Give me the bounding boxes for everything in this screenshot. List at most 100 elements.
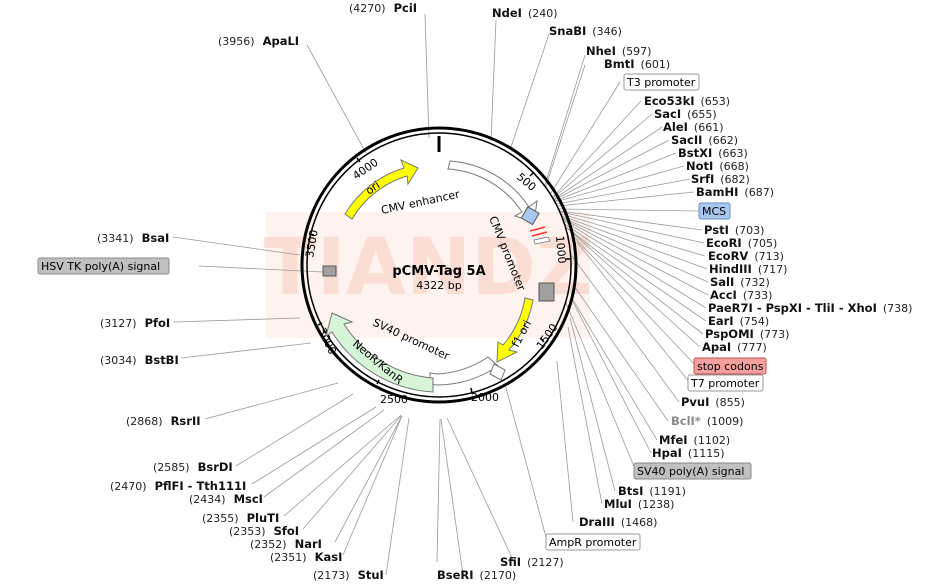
svg-text:SnaBI(346): SnaBI (346): [549, 24, 622, 38]
site-hindiii-pos: (717): [758, 263, 788, 276]
tick-3500: 3500: [303, 229, 321, 259]
site-bstxi-name: BstXI: [678, 146, 712, 160]
site-eari-pos: (754): [740, 315, 770, 328]
site-acci-name: AccI: [710, 288, 737, 302]
svg-text:SrfI(682): SrfI (682): [691, 172, 750, 186]
site-kasi-pos: (2351): [270, 551, 307, 564]
svg-text:NdeI(240): NdeI (240): [492, 6, 558, 20]
svg-text:NheI(597): NheI (597): [586, 44, 651, 58]
site-acci-pos: (733): [743, 289, 773, 302]
site-apai-name: ApaI: [702, 340, 731, 354]
site-bsrdi-name: BsrDI: [198, 460, 233, 474]
site-sacii-name: SacII: [671, 133, 702, 147]
sv40-promoter-arrow: [429, 356, 499, 386]
svg-text:PstI(703): PstI (703): [704, 223, 764, 237]
site-mlui-name: MluI: [604, 497, 632, 511]
site-ecorv-pos: (713): [754, 250, 784, 263]
site-draiii-name: DraIII: [579, 515, 615, 529]
svg-text:HindIII(717): HindIII (717): [709, 262, 787, 276]
site-pluti-pos: (2355): [202, 512, 239, 525]
svg-text:(4270)PciI: (4270) PciI: [349, 1, 417, 15]
site-alei-name: AleI: [663, 120, 688, 134]
site-bstbi-pos: (3034): [100, 354, 137, 367]
svg-text:(2173)StuI: (2173) StuI: [313, 568, 384, 582]
site-draiii-pos: (1468): [621, 516, 658, 529]
svg-text:(2351)KasI: (2351) KasI: [270, 550, 342, 564]
svg-text:SfiI(2127): SfiI (2127): [500, 555, 564, 569]
site-paer7i-name: PaeR7I - PspXI - TliI - XhoI: [708, 301, 877, 315]
site-pluti-name: PluTI: [247, 511, 280, 525]
site-mfei-name: MfeI: [659, 433, 688, 447]
site-nari-pos: (2352): [250, 538, 287, 551]
tick-1000: 1000: [553, 235, 568, 264]
tick-marks: [308, 157, 571, 394]
mcs-label: MCS: [702, 205, 726, 218]
watermark: TIANDZ: [263, 223, 592, 313]
site-srfi-pos: (682): [720, 173, 750, 186]
site-sacii-pos: (662): [708, 134, 738, 147]
site-sfii-name: SfiI: [500, 555, 521, 569]
svg-text:AleI(661): AleI (661): [663, 120, 724, 134]
svg-text:EcoRV(713): EcoRV (713): [708, 249, 784, 263]
site-bsrdi-pos: (2585): [153, 461, 190, 474]
hsv-polya-box: [37, 257, 170, 275]
site-apai-pos: (777): [737, 341, 767, 354]
site-btsi-pos: (1191): [649, 485, 686, 498]
sv40-polya-label: SV40 poly(A) signal: [637, 465, 744, 478]
leader-lines: [172, 13, 709, 576]
site-nari-name: NarI: [295, 537, 322, 551]
site-sali-pos: (732): [740, 276, 770, 289]
t3-promoter-label: T3 promoter: [626, 76, 696, 89]
site-hpai-name: HpaI: [652, 446, 682, 460]
mcs-mark: [520, 206, 540, 226]
site-pfoi-name: PfoI: [145, 316, 171, 330]
site-apali-name: ApaLI: [263, 34, 300, 48]
tick-2000: 2000: [471, 391, 499, 404]
site-bseri-name: BseRI: [437, 568, 474, 582]
svg-text:(2434)MscI: (2434) MscI: [189, 492, 263, 506]
site-srfi-name: SrfI: [691, 172, 714, 186]
site-eco53ki-pos: (653): [701, 95, 731, 108]
sv40-polya-mark: [538, 282, 555, 302]
site-sfoi-name: SfoI: [274, 524, 299, 538]
site-alei-pos: (661): [694, 121, 724, 134]
stop-codons-label: stop codons: [697, 360, 764, 373]
ampr-promoter-box: [545, 533, 641, 551]
svg-text:SacII(662): SacII (662): [671, 133, 738, 147]
site-rsrii-pos: (2868): [126, 415, 163, 428]
site-bsai-name: BsaI: [142, 231, 170, 245]
site-pcii-name: PciI: [394, 1, 417, 15]
site-kasi-name: KasI: [315, 550, 343, 564]
ori-arrow: [344, 159, 419, 220]
f1-ori-arrow: [496, 297, 534, 363]
site-bcli-pos: (1009): [707, 415, 744, 428]
site-ecori-name: EcoRI: [706, 236, 742, 250]
site-bstbi-name: BstBI: [145, 353, 179, 367]
svg-text:(2355)PluTI: (2355) PluTI: [202, 511, 279, 525]
site-pflfi-name: PflFI - Tth111I: [155, 479, 247, 493]
site-mlui-pos: (1238): [638, 498, 675, 511]
site-psti-pos: (703): [735, 224, 765, 237]
site-ecori-pos: (705): [748, 237, 778, 250]
site-pflfi-pos: (2470): [110, 480, 147, 493]
site-pspomi-name: PspOMI: [705, 327, 754, 341]
site-sfoi-pos: (2353): [229, 525, 266, 538]
svg-text:SalI(732): SalI (732): [710, 275, 770, 289]
svg-text:(3956)ApaLI: (3956) ApaLI: [218, 34, 299, 48]
site-stui-name: StuI: [358, 568, 384, 582]
site-ndei-name: NdeI: [492, 6, 522, 20]
svg-text:(2353)SfoI: (2353) SfoI: [229, 524, 299, 538]
tick-2500: 2500: [380, 393, 408, 406]
site-noti-pos: (668): [719, 160, 749, 173]
svg-text:BstXI(663): BstXI (663): [678, 146, 748, 160]
mcs-box: [698, 202, 731, 220]
site-msci-name: MscI: [234, 492, 263, 506]
svg-text:BamHI(687): BamHI (687): [696, 185, 774, 199]
site-stui-pos: (2173): [313, 569, 350, 582]
site-btsi-name: BtsI: [618, 484, 643, 498]
site-pvui-pos: (855): [715, 396, 745, 409]
site-eari-name: EarI: [708, 314, 734, 328]
site-psti-name: PstI: [704, 223, 729, 237]
site-hindiii-name: HindIII: [709, 262, 752, 276]
